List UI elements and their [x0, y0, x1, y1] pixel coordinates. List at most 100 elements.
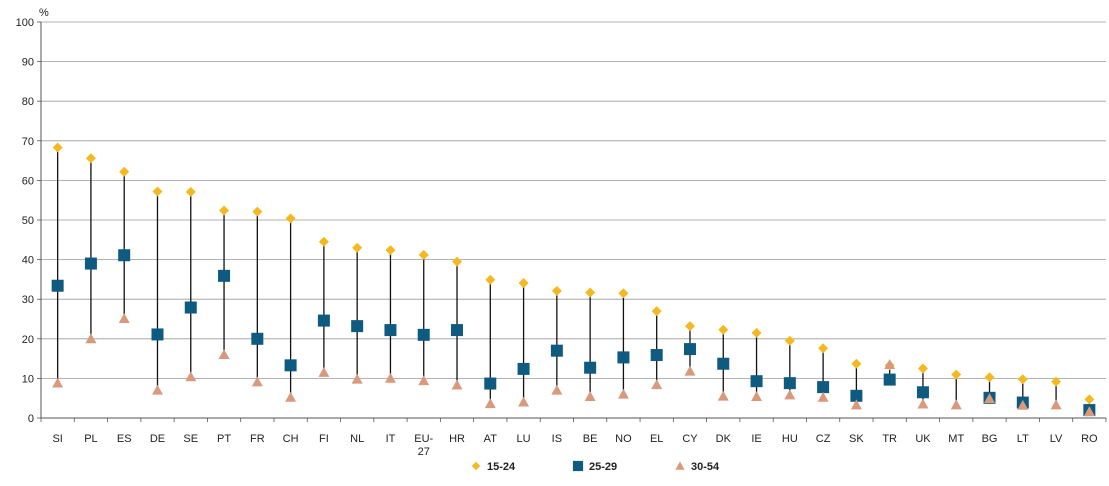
marker-diamond-CZ — [818, 343, 829, 354]
marker-triangle-DE — [151, 384, 163, 395]
marker-square-DK — [717, 357, 730, 370]
marker-triangle-EL — [651, 379, 663, 390]
marker-diamond-NO — [618, 288, 629, 299]
marker-diamond-LU — [518, 277, 529, 288]
marker-square-EL — [650, 349, 663, 362]
y-tick-label: 0 — [28, 413, 34, 425]
x-tick-label: BG — [982, 433, 998, 445]
marker-triangle-SK — [850, 399, 862, 410]
x-tick-label: PT — [217, 433, 231, 445]
legend-label: 25-29 — [589, 461, 617, 473]
marker-square-DE — [151, 328, 164, 341]
marker-diamond-SK — [851, 358, 862, 369]
marker-square-LU — [517, 362, 530, 375]
marker-square-IS — [550, 344, 563, 357]
marker-triangle-HU — [784, 389, 796, 400]
marker-diamond-BE — [585, 287, 596, 298]
marker-triangle-ES — [118, 313, 130, 324]
marker-diamond-IT — [385, 245, 396, 256]
marker-square-PT — [218, 269, 231, 282]
x-tick-label: FR — [250, 433, 265, 445]
x-tick-label: LT — [1017, 433, 1029, 445]
y-tick-label: 40 — [22, 255, 34, 267]
x-tick-label: CH — [283, 433, 299, 445]
marker-square-PL — [84, 257, 97, 270]
marker-diamond-HR — [452, 256, 463, 267]
marker-diamond-CY — [684, 321, 695, 332]
legend-label: 15-24 — [487, 461, 516, 473]
y-axis-unit-label: % — [39, 7, 49, 19]
x-tick-label: MT — [948, 433, 964, 445]
marker-triangle-BG — [984, 393, 996, 403]
x-tick-label: HR — [449, 433, 465, 445]
x-tick-label: NO — [615, 433, 632, 445]
y-tick-label: 50 — [22, 215, 34, 227]
marker-triangle-DK — [717, 390, 729, 401]
x-tick-label: SK — [849, 433, 864, 445]
marker-diamond-CH — [285, 213, 296, 224]
marker-diamond-ES — [119, 166, 130, 177]
marker-square-CH — [284, 359, 297, 372]
marker-triangle-SE — [185, 371, 197, 382]
marker-square-SK — [850, 389, 863, 402]
marker-triangle-LV — [1050, 399, 1062, 410]
marker-square-NO — [617, 351, 630, 364]
marker-square-CY — [683, 343, 696, 356]
x-tick-label: PL — [84, 433, 97, 445]
marker-diamond-NL — [352, 242, 363, 253]
marker-square-FR — [251, 332, 264, 345]
marker-square-HU — [783, 377, 796, 390]
marker-triangle-PT — [218, 349, 230, 360]
gridlines — [41, 21, 1106, 379]
x-tick-label: HU — [782, 433, 798, 445]
marker-diamond-EL — [651, 306, 662, 317]
x-tick-label: CY — [682, 433, 698, 445]
marker-diamond-AT — [485, 274, 496, 285]
x-tick-label: SI — [52, 433, 62, 445]
legend: 15-24 25-29 30-54 — [471, 460, 720, 473]
marker-square-SE — [184, 301, 197, 314]
y-tick-label: 90 — [22, 57, 34, 69]
y-tick-labels: 0 10 20 30 40 50 60 70 80 90 100 — [16, 17, 34, 425]
marker-square-CZ — [817, 381, 830, 394]
marker-square-EU-27 — [417, 328, 430, 341]
marker-square-IT — [384, 324, 397, 337]
x-tick-label: AT — [484, 433, 498, 445]
y-tick-label: 70 — [22, 136, 34, 148]
marker-triangle-LT — [1017, 399, 1029, 410]
legend-triangle-icon — [675, 461, 685, 470]
marker-triangle-IE — [751, 391, 763, 402]
marker-square-TR — [883, 373, 896, 386]
marker-triangle-BE — [584, 391, 596, 402]
marker-diamond-PL — [85, 153, 96, 164]
x-tick-label: RO — [1081, 433, 1098, 445]
x-tick-label: FI — [319, 433, 329, 445]
x-tick-label: LV — [1050, 433, 1063, 445]
x-tick-label: IS — [552, 433, 562, 445]
x-tick-label: BE — [583, 433, 598, 445]
marker-triangle-CY — [684, 365, 696, 376]
marker-triangle-FI — [318, 366, 330, 377]
marker-triangle-HR — [451, 379, 463, 390]
axes — [37, 21, 1107, 422]
marker-triangle-TR — [884, 359, 896, 369]
marker-triangle-PL — [85, 333, 97, 344]
marker-diamond-DK — [718, 324, 729, 335]
marker-diamond-IE — [751, 327, 762, 338]
marker-triangle-NL — [351, 373, 363, 384]
range-lines — [56, 147, 1091, 412]
marker-diamond-FR — [252, 206, 263, 217]
x-tick-label: SE — [183, 433, 198, 445]
marker-square-HR — [451, 324, 464, 337]
x-tick-label: CZ — [816, 433, 831, 445]
marker-diamond-LT — [1017, 374, 1028, 385]
data-markers — [51, 142, 1096, 417]
marker-triangle-AT — [484, 398, 496, 409]
marker-square-IE — [750, 375, 763, 388]
marker-square-SI — [51, 279, 64, 292]
x-tick-labels: SI PL ES DE SE PT FR CH FI NL IT EU-27 HR AT LU IS BE NO E… — [52, 433, 1098, 458]
x-tick-label: TR — [882, 433, 897, 445]
marker-triangle-CH — [285, 391, 297, 402]
